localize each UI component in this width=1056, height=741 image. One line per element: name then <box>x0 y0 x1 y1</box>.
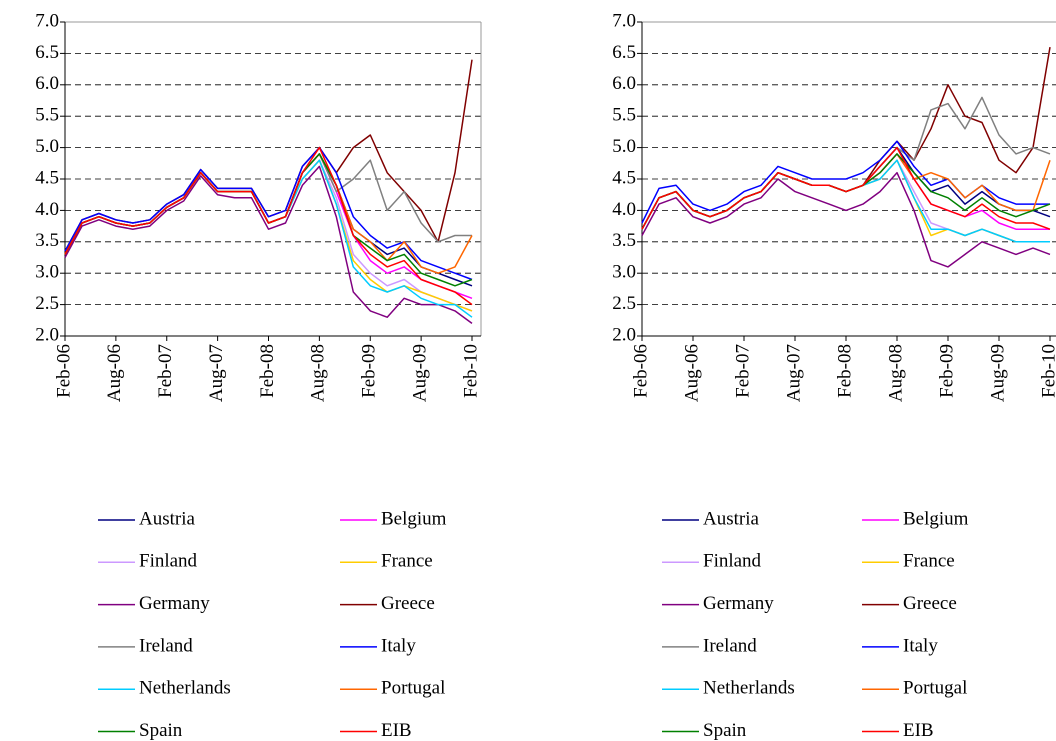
y-tick-label: 3.0 <box>612 262 636 283</box>
legend-label: Portugal <box>903 678 967 699</box>
x-tick-label: Aug-06 <box>681 344 702 402</box>
series-line <box>64 153 473 287</box>
legend-label: Belgium <box>381 508 447 529</box>
x-tick-label: Feb-10 <box>1038 344 1056 398</box>
y-tick-label: 6.5 <box>35 42 59 63</box>
series-line <box>64 146 473 306</box>
legend-label: Portugal <box>381 678 445 699</box>
y-tick-label: 5.0 <box>35 136 59 157</box>
x-tick-label: Feb-08 <box>834 344 855 398</box>
legend-label: Spain <box>703 720 747 741</box>
y-tick-label: 2.5 <box>612 293 636 314</box>
legend-label: Germany <box>139 593 210 614</box>
x-tick-label: Aug-06 <box>104 344 125 402</box>
y-tick-label: 4.5 <box>35 167 59 188</box>
legend-label: Finland <box>703 551 762 572</box>
y-tick-label: 4.0 <box>35 199 59 220</box>
legend-label: Netherlands <box>703 678 795 699</box>
series-line <box>641 159 1050 243</box>
series-line <box>641 159 1050 243</box>
legend-label: EIB <box>903 720 934 741</box>
y-tick-label: 5.0 <box>612 136 636 157</box>
x-tick-label: Feb-09 <box>359 344 380 398</box>
legend-label: Austria <box>703 508 760 529</box>
series-line <box>64 165 473 325</box>
legend-label: France <box>903 551 955 572</box>
legend-label: Italy <box>381 635 416 656</box>
legend-label: Netherlands <box>139 678 231 699</box>
series-line <box>64 146 473 281</box>
x-tick-label: Feb-06 <box>53 344 74 398</box>
y-tick-label: 4.5 <box>612 167 636 188</box>
x-tick-label: Feb-07 <box>155 344 176 398</box>
series-line <box>641 146 1051 230</box>
x-tick-label: Aug-07 <box>206 344 227 402</box>
legend-label: Spain <box>139 720 183 741</box>
series-line <box>64 153 472 255</box>
y-tick-label: 6.0 <box>35 73 59 94</box>
legend-label: Belgium <box>903 508 969 529</box>
x-tick-label: Aug-07 <box>783 344 804 402</box>
y-tick-label: 7.0 <box>612 10 636 31</box>
series-line <box>641 46 1051 230</box>
y-tick-label: 4.0 <box>612 199 636 220</box>
y-tick-label: 7.0 <box>35 10 59 31</box>
series-line <box>641 159 1050 243</box>
series-line <box>641 171 1051 268</box>
x-tick-label: Feb-06 <box>630 344 651 398</box>
legend-label: Finland <box>139 551 198 572</box>
y-tick-label: 5.5 <box>612 105 636 126</box>
y-tick-label: 3.5 <box>612 230 636 251</box>
x-tick-label: Feb-08 <box>257 344 278 398</box>
legend-label: Ireland <box>139 635 193 656</box>
legend-label: Italy <box>903 635 938 656</box>
legend-label: Greece <box>381 593 435 614</box>
series-line <box>64 159 473 312</box>
legend-label: Austria <box>139 508 196 529</box>
legend-label: France <box>381 551 433 572</box>
y-tick-label: 6.5 <box>612 42 636 63</box>
legend-label: Germany <box>703 593 774 614</box>
y-tick-label: 5.5 <box>35 105 59 126</box>
y-tick-label: 2.0 <box>612 324 636 345</box>
y-tick-label: 2.5 <box>35 293 59 314</box>
series-line <box>64 153 473 300</box>
series-line <box>64 159 473 318</box>
y-tick-label: 3.5 <box>35 230 59 251</box>
x-tick-label: Aug-09 <box>409 344 430 402</box>
y-tick-label: 2.0 <box>35 324 59 345</box>
series-line <box>64 153 473 287</box>
legend-label: EIB <box>381 720 412 741</box>
x-tick-label: Feb-10 <box>460 344 481 398</box>
series-line <box>641 146 1051 230</box>
x-tick-label: Aug-09 <box>987 344 1008 402</box>
x-tick-label: Feb-07 <box>732 344 753 398</box>
x-tick-label: Feb-09 <box>936 344 957 398</box>
x-tick-label: Aug-08 <box>308 344 329 402</box>
legend-label: Ireland <box>703 635 757 656</box>
y-tick-label: 3.0 <box>35 262 59 283</box>
y-tick-label: 6.0 <box>612 73 636 94</box>
legend-label: Greece <box>903 593 957 614</box>
x-tick-label: Aug-08 <box>885 344 906 402</box>
